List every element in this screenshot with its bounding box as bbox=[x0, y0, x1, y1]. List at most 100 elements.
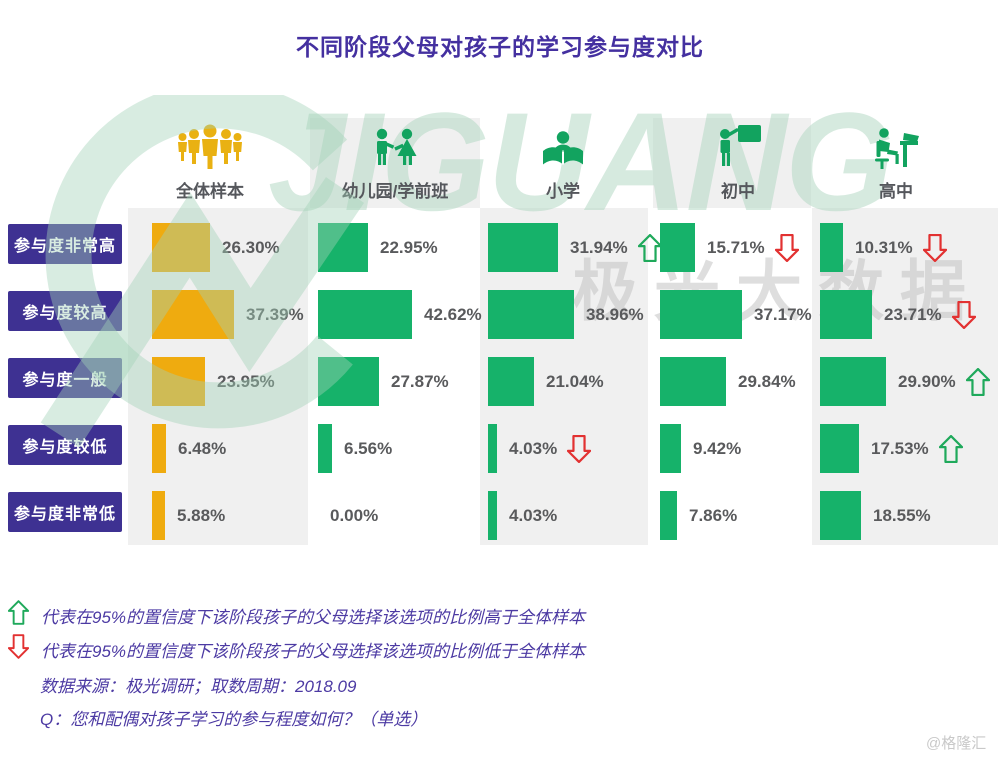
kindergarten-kids-icon bbox=[376, 128, 417, 165]
header-panel-kindergarten bbox=[310, 118, 480, 208]
row-label-very-high: 参与度非常高 bbox=[8, 224, 122, 264]
significance-up-icon bbox=[637, 233, 662, 262]
column-label: 小学 bbox=[546, 182, 580, 201]
people-group-icon bbox=[178, 124, 242, 169]
bar-cell: 0.00% bbox=[318, 491, 378, 540]
bar-cell: 42.62% bbox=[318, 290, 482, 339]
bar-cell: 29.84% bbox=[660, 357, 796, 406]
bar-cell: 6.48% bbox=[152, 424, 226, 473]
bar-value-label: 29.90% bbox=[898, 371, 956, 391]
page-title: 不同阶段父母对孩子的学习参与度对比 bbox=[296, 34, 704, 60]
bar-value-label: 27.87% bbox=[391, 371, 449, 391]
bar bbox=[660, 223, 695, 272]
bar bbox=[660, 424, 681, 473]
column-header-junior-high: 初中 bbox=[653, 114, 823, 208]
bar bbox=[488, 424, 497, 473]
bar-cell: 23.71% bbox=[820, 290, 976, 339]
bar bbox=[820, 424, 859, 473]
bar-value-label: 37.17% bbox=[754, 304, 812, 324]
bar bbox=[820, 223, 843, 272]
bar-value-label: 9.42% bbox=[693, 438, 742, 458]
bar bbox=[820, 290, 872, 339]
column-label: 幼儿园/学前班 bbox=[341, 182, 449, 201]
bar bbox=[660, 290, 742, 339]
significance-down-icon bbox=[922, 233, 947, 262]
bar-value-label: 23.95% bbox=[217, 371, 275, 391]
bar-cell: 7.86% bbox=[660, 491, 737, 540]
bar-cell: 10.31% bbox=[820, 223, 947, 272]
significance-down-icon bbox=[7, 634, 30, 664]
bar-cell: 23.95% bbox=[152, 357, 275, 406]
bar bbox=[660, 357, 726, 406]
significance-up-icon bbox=[938, 434, 963, 463]
bar-value-label: 4.03% bbox=[509, 438, 558, 458]
significance-down-icon bbox=[774, 233, 799, 262]
legend-row-higher: 代表在95%的置信度下该阶段孩子的父母选择该选项的比例高于全体样本 bbox=[7, 600, 586, 630]
legend-row-lower: 代表在95%的置信度下该阶段孩子的父母选择该选项的比例低于全体样本 bbox=[7, 634, 586, 664]
teacher-blackboard-icon bbox=[720, 125, 761, 166]
bar bbox=[820, 491, 861, 540]
bar-value-label: 22.95% bbox=[380, 237, 438, 257]
bar-value-label: 23.71% bbox=[884, 304, 942, 324]
bar bbox=[152, 491, 165, 540]
bar-value-label: 21.04% bbox=[546, 371, 604, 391]
bar-cell: 5.88% bbox=[152, 491, 225, 540]
bar-value-label: 38.96% bbox=[586, 304, 644, 324]
credit-watermark: @格隆汇 bbox=[926, 735, 987, 752]
bar-cell: 17.53% bbox=[820, 424, 963, 473]
bar bbox=[488, 223, 558, 272]
bar-value-label: 37.39% bbox=[246, 304, 304, 324]
column-header-primary: 小学 bbox=[478, 114, 648, 208]
row-label-very-low: 参与度非常低 bbox=[8, 492, 122, 532]
significance-up-icon bbox=[7, 600, 30, 630]
bar bbox=[152, 357, 205, 406]
child-reading-icon bbox=[543, 131, 583, 165]
column-header-senior-high: 高中 bbox=[811, 114, 981, 208]
bar bbox=[820, 357, 886, 406]
column-label: 初中 bbox=[721, 182, 755, 201]
bar-value-label: 7.86% bbox=[689, 505, 738, 525]
bar-cell: 37.39% bbox=[152, 290, 304, 339]
column-label: 全体样本 bbox=[176, 182, 244, 201]
bar bbox=[488, 357, 534, 406]
bar-cell: 31.94% bbox=[488, 223, 662, 272]
bar-value-label: 0.00% bbox=[330, 505, 379, 525]
row-label-average: 参与度一般 bbox=[8, 358, 122, 398]
bar-value-label: 29.84% bbox=[738, 371, 796, 391]
bar bbox=[488, 290, 574, 339]
bar-value-label: 10.31% bbox=[855, 237, 913, 257]
bar bbox=[318, 424, 332, 473]
bar-cell: 22.95% bbox=[318, 223, 438, 272]
bar-value-label: 42.62% bbox=[424, 304, 482, 324]
column-label: 高中 bbox=[879, 182, 913, 201]
bar bbox=[152, 424, 166, 473]
row-label-high: 参与度较高 bbox=[8, 291, 122, 331]
bar-value-label: 26.30% bbox=[222, 237, 280, 257]
bar bbox=[152, 290, 234, 339]
bar-cell: 18.55% bbox=[820, 491, 931, 540]
bar bbox=[318, 357, 379, 406]
bar-cell: 6.56% bbox=[318, 424, 392, 473]
bar bbox=[318, 223, 368, 272]
bar-value-label: 31.94% bbox=[570, 237, 628, 257]
bar-value-label: 6.56% bbox=[344, 438, 393, 458]
bar-value-label: 5.88% bbox=[177, 505, 226, 525]
bar-value-label: 6.48% bbox=[178, 438, 227, 458]
bar bbox=[488, 491, 497, 540]
significance-up-icon bbox=[965, 367, 990, 396]
bar-value-label: 4.03% bbox=[509, 505, 558, 525]
bar-value-label: 17.53% bbox=[871, 438, 929, 458]
legend-text: 代表在95%的置信度下该阶段孩子的父母选择该选项的比例高于全体样本 bbox=[41, 607, 586, 627]
bar-cell: 38.96% bbox=[488, 290, 644, 339]
bar-cell: 37.17% bbox=[660, 290, 812, 339]
student-desk-icon bbox=[875, 128, 919, 169]
legend-text: 代表在95%的置信度下该阶段孩子的父母选择该选项的比例低于全体样本 bbox=[41, 641, 586, 661]
bar-cell: 21.04% bbox=[488, 357, 604, 406]
bar bbox=[152, 223, 210, 272]
significance-down-icon bbox=[951, 300, 976, 329]
bar-cell: 29.90% bbox=[820, 357, 990, 406]
data-source-note: 数据来源：极光调研；取数周期：2018.09 bbox=[40, 677, 357, 696]
column-header-total: 全体样本 bbox=[125, 114, 295, 208]
bar-value-label: 18.55% bbox=[873, 505, 931, 525]
